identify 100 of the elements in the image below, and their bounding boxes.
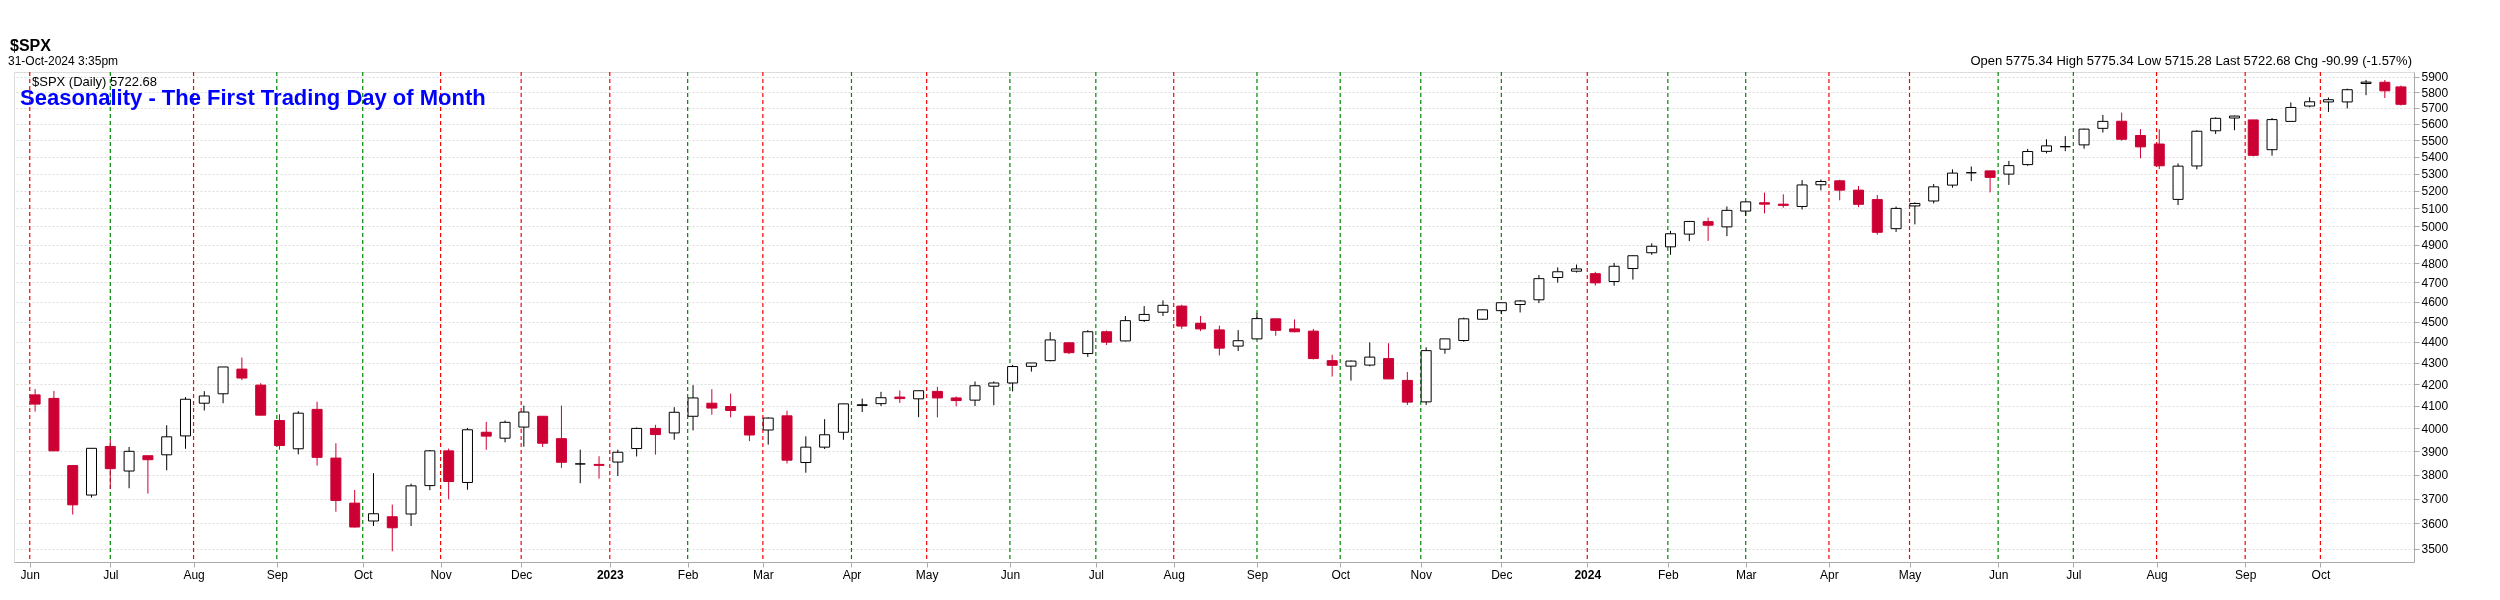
- candlestick: [1533, 274, 1545, 304]
- y-tick-label: 5100: [2421, 201, 2449, 216]
- y-tick-label: 3900: [2421, 444, 2449, 459]
- x-tick-label: Oct: [353, 567, 374, 582]
- y-tick-label: 5400: [2421, 150, 2449, 165]
- candlestick: [367, 472, 379, 527]
- candlestick: [142, 455, 154, 495]
- y-tick-label: 5700: [2421, 101, 2449, 116]
- candlestick: [2134, 128, 2146, 159]
- y-tick-label: 5600: [2421, 117, 2449, 132]
- candlestick: [1514, 299, 1526, 313]
- x-tick-label: Jun: [1000, 567, 1021, 582]
- y-tick-label: 4200: [2421, 377, 2449, 392]
- candlestick: [725, 393, 737, 418]
- x-tick-label: Aug: [1163, 567, 1185, 582]
- candlestick: [649, 424, 661, 456]
- candlestick: [574, 449, 586, 484]
- candlestick: [1815, 179, 1827, 191]
- candlestick: [555, 405, 567, 469]
- candlestick: [1852, 185, 1864, 208]
- y-tick-label: 3500: [2421, 542, 2449, 557]
- candlestick: [1401, 371, 1413, 406]
- candlestick: [1928, 183, 1940, 204]
- y-tick-label: 4900: [2421, 238, 2449, 253]
- candlestick: [1082, 329, 1094, 358]
- candlestick: [1909, 201, 1921, 225]
- candlestick: [1458, 317, 1470, 343]
- y-tick-label: 4600: [2421, 295, 2449, 310]
- y-tick-label: 4400: [2421, 335, 2449, 350]
- x-tick-label: Oct: [2311, 567, 2331, 582]
- x-tick-label: Mar: [1735, 567, 1757, 582]
- candlestick: [743, 415, 755, 442]
- x-tick-label: Sep: [1246, 567, 1269, 582]
- candlestick: [1213, 325, 1225, 356]
- text: $SPX: [10, 37, 52, 54]
- x-tick-label: Feb: [1657, 567, 1679, 582]
- candlestick: [1232, 329, 1244, 352]
- x-tick-label: Aug: [2146, 567, 2168, 582]
- y-tick-label: 4000: [2421, 421, 2449, 436]
- candlestick: [1608, 262, 1620, 287]
- candlestick: [1890, 206, 1902, 233]
- x-tick-label: Sep: [2235, 567, 2257, 582]
- x-tick-label: Apr: [842, 567, 862, 582]
- x-tick-label: Feb: [677, 567, 699, 582]
- x-tick-label: Jul: [1088, 567, 1105, 582]
- candlestick: [819, 418, 831, 450]
- candlestick: [2003, 160, 2015, 186]
- candlestick: [2360, 79, 2372, 96]
- candlestick: [1157, 299, 1169, 317]
- x-tick-label: Mar: [753, 567, 774, 582]
- candlestick: [762, 416, 774, 446]
- candlestick: [1326, 354, 1338, 378]
- candlestick: [1383, 342, 1395, 380]
- candlestick: [1345, 359, 1357, 382]
- candlestick: [969, 380, 981, 407]
- candlestick: [29, 388, 41, 413]
- candlestick: [1702, 217, 1714, 242]
- candlestick: [1796, 179, 1808, 210]
- text: Open 5775.34 High 5775.34 Low 5715.28 Last 5722.68 Chg -90.99 (-1.57%): [1970, 53, 2412, 68]
- candlestick: [386, 504, 398, 552]
- x-tick-label: Jul: [103, 567, 119, 582]
- y-tick-label: 4300: [2421, 356, 2449, 371]
- y-tick-label: 5000: [2421, 219, 2449, 234]
- candlestick: [123, 446, 135, 489]
- y-tick-label: 5200: [2421, 184, 2449, 199]
- x-tick-label: Dec: [511, 567, 533, 582]
- candlestick: [104, 439, 116, 490]
- x-tick-label: Sep: [266, 567, 289, 582]
- candlestick: [875, 391, 887, 407]
- candlestick: [1251, 312, 1263, 340]
- x-tick-label: Apr: [1820, 567, 1839, 582]
- y-tick-label: 4500: [2421, 315, 2449, 330]
- candlestick: [2153, 128, 2165, 170]
- candlestick: [161, 424, 173, 471]
- x-tick-label: Nov: [1410, 567, 1432, 582]
- x-tick-label: 2023: [596, 567, 624, 582]
- candlestick: [198, 390, 210, 411]
- text: 31-Oct-2024 3:35pm: [8, 54, 119, 68]
- x-tick-label: Jun: [1988, 567, 2009, 582]
- candlestick: [668, 406, 680, 441]
- y-tick-label: 5300: [2421, 167, 2449, 182]
- candlestick: [931, 386, 943, 418]
- y-tick-label: 5900: [2421, 70, 2449, 85]
- candlestick: [1007, 364, 1019, 392]
- y-tick-label: 3700: [2421, 492, 2449, 507]
- x-tick-label: Oct: [1331, 567, 1351, 582]
- candlestick: [2116, 112, 2128, 142]
- candlestick: [1946, 168, 1958, 189]
- candlestick: [1777, 193, 1789, 209]
- candlestick: [518, 405, 530, 448]
- candlestick: [236, 357, 248, 381]
- y-tick-label: 4100: [2421, 399, 2449, 414]
- y-tick-label: 3800: [2421, 468, 2449, 483]
- x-tick-label: May: [915, 567, 939, 582]
- candlestick: [480, 421, 492, 451]
- candlestick: [2078, 128, 2090, 150]
- x-tick-label: Aug: [183, 567, 205, 582]
- candlestick: [1984, 170, 1996, 193]
- candlestick: [631, 427, 643, 457]
- candlestick: [988, 380, 1000, 406]
